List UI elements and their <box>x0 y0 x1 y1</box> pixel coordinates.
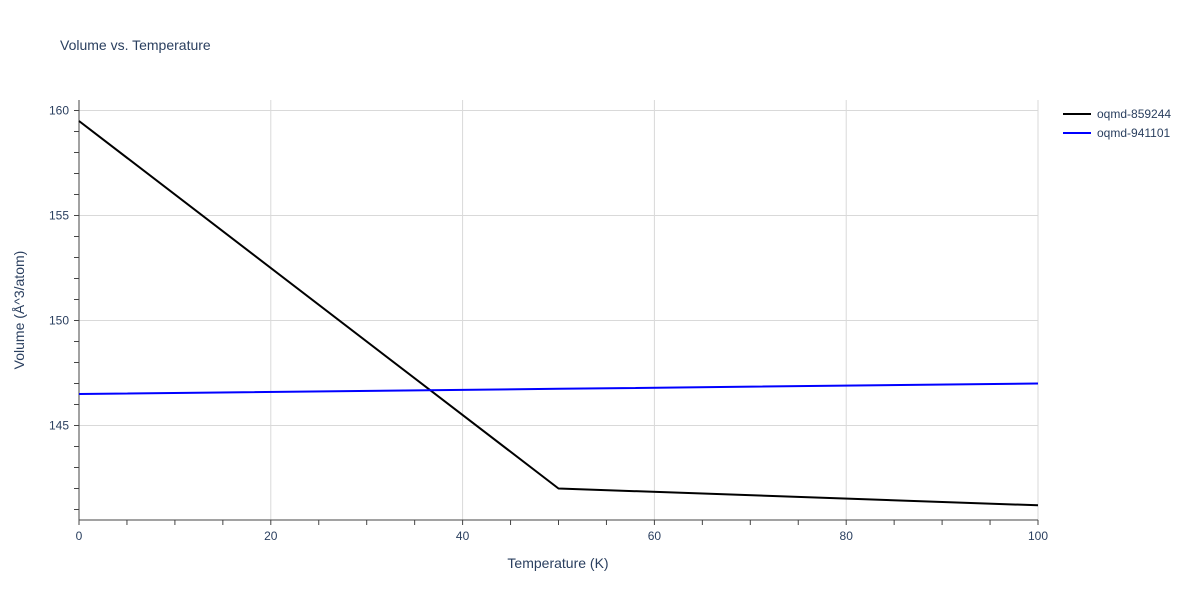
axes: 0 20 40 60 80 100 145 150 155 160 <box>49 100 1048 543</box>
x-tick-label: 0 <box>76 529 83 543</box>
y-tick-label: 150 <box>49 314 69 328</box>
x-tick-label: 100 <box>1028 529 1048 543</box>
legend-label: oqmd-859244 <box>1097 107 1171 121</box>
x-tick-label: 40 <box>456 529 470 543</box>
x-axis-title: Temperature (K) <box>507 555 608 571</box>
legend-item[interactable]: oqmd-941101 <box>1063 126 1170 140</box>
x-tick-label: 60 <box>648 529 662 543</box>
legend[interactable]: oqmd-859244 oqmd-941101 <box>1063 107 1171 140</box>
x-tick-label: 80 <box>840 529 854 543</box>
y-tick-label: 160 <box>49 104 69 118</box>
grid <box>79 100 1039 520</box>
y-tick-label: 145 <box>49 419 69 433</box>
y-axis-title: Volume (Å^3/atom) <box>11 251 27 370</box>
series-line-oqmd-941101 <box>78 382 1039 395</box>
x-tick-label: 20 <box>264 529 278 543</box>
chart-title: Volume vs. Temperature <box>60 37 211 53</box>
legend-item[interactable]: oqmd-859244 <box>1063 107 1171 121</box>
series-line-oqmd-859244 <box>78 120 1039 507</box>
y-tick-label: 155 <box>49 209 69 223</box>
legend-label: oqmd-941101 <box>1097 126 1170 140</box>
plot-area <box>78 120 1039 507</box>
